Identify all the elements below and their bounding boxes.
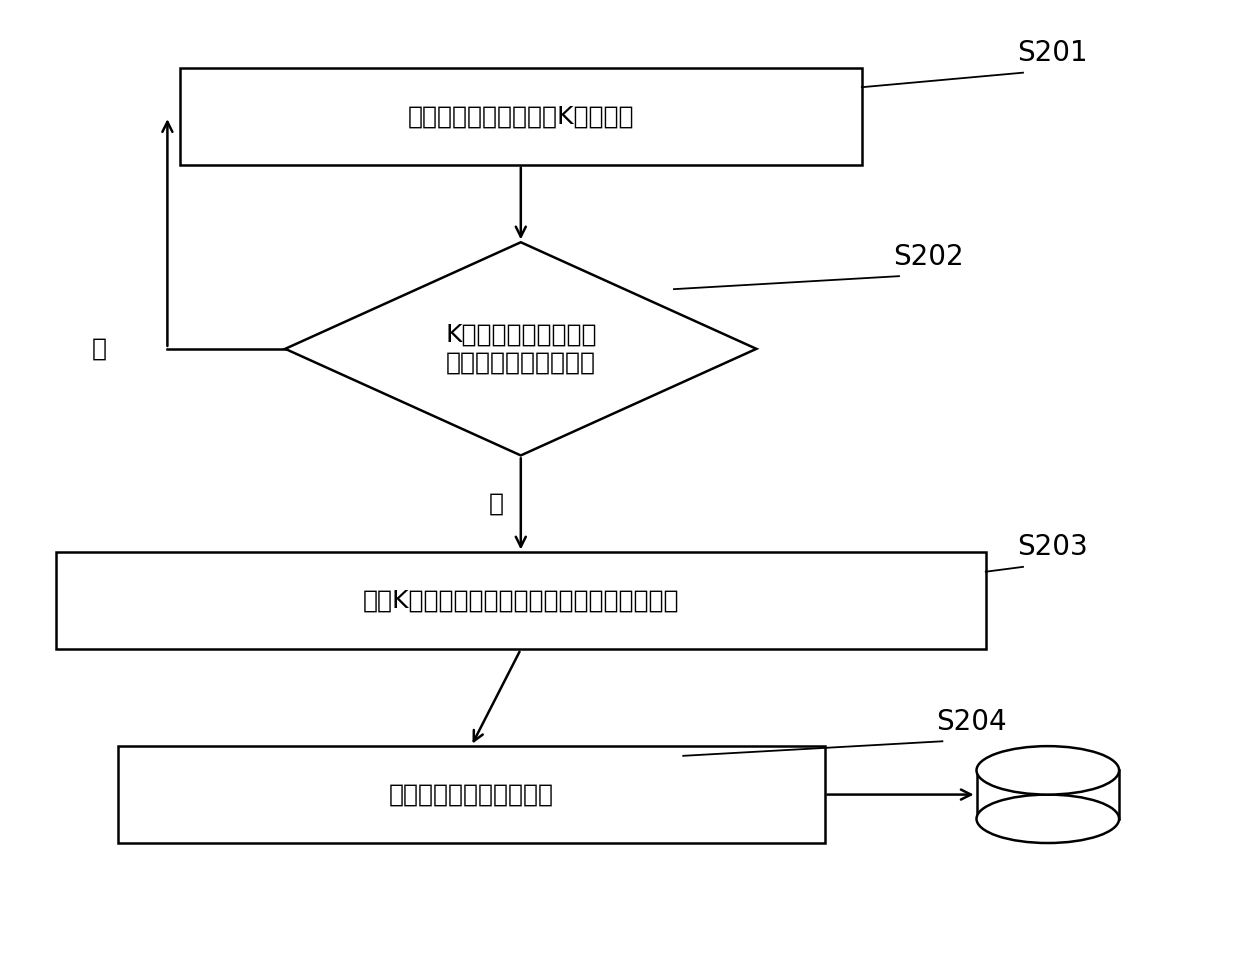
Text: 是: 是	[489, 492, 503, 516]
Text: 基于K空间数据进行图像重建，获得磁共振图像: 基于K空间数据进行图像重建，获得磁共振图像	[362, 589, 680, 612]
Bar	[118, 746, 825, 843]
Text: S204: S204	[936, 708, 1007, 735]
Bar	[180, 68, 862, 165]
Ellipse shape	[977, 795, 1118, 843]
Text: 否: 否	[92, 337, 107, 360]
Text: S201: S201	[1017, 40, 1087, 67]
Text: S203: S203	[1017, 534, 1087, 561]
Text: K空间数据的线数增加
量大于等于预设阈值？: K空间数据的线数增加 量大于等于预设阈值？	[445, 323, 596, 375]
Text: 实时显示所述磁共振图像: 实时显示所述磁共振图像	[388, 783, 554, 806]
Ellipse shape	[977, 746, 1118, 795]
Bar	[977, 770, 1118, 819]
Text: 缓存区: 缓存区	[1025, 783, 1070, 806]
Text: S202: S202	[893, 243, 963, 270]
Bar	[56, 552, 986, 649]
Text: 根据磁共振信号，采集K空间数据: 根据磁共振信号，采集K空间数据	[408, 105, 634, 128]
Polygon shape	[285, 242, 756, 455]
